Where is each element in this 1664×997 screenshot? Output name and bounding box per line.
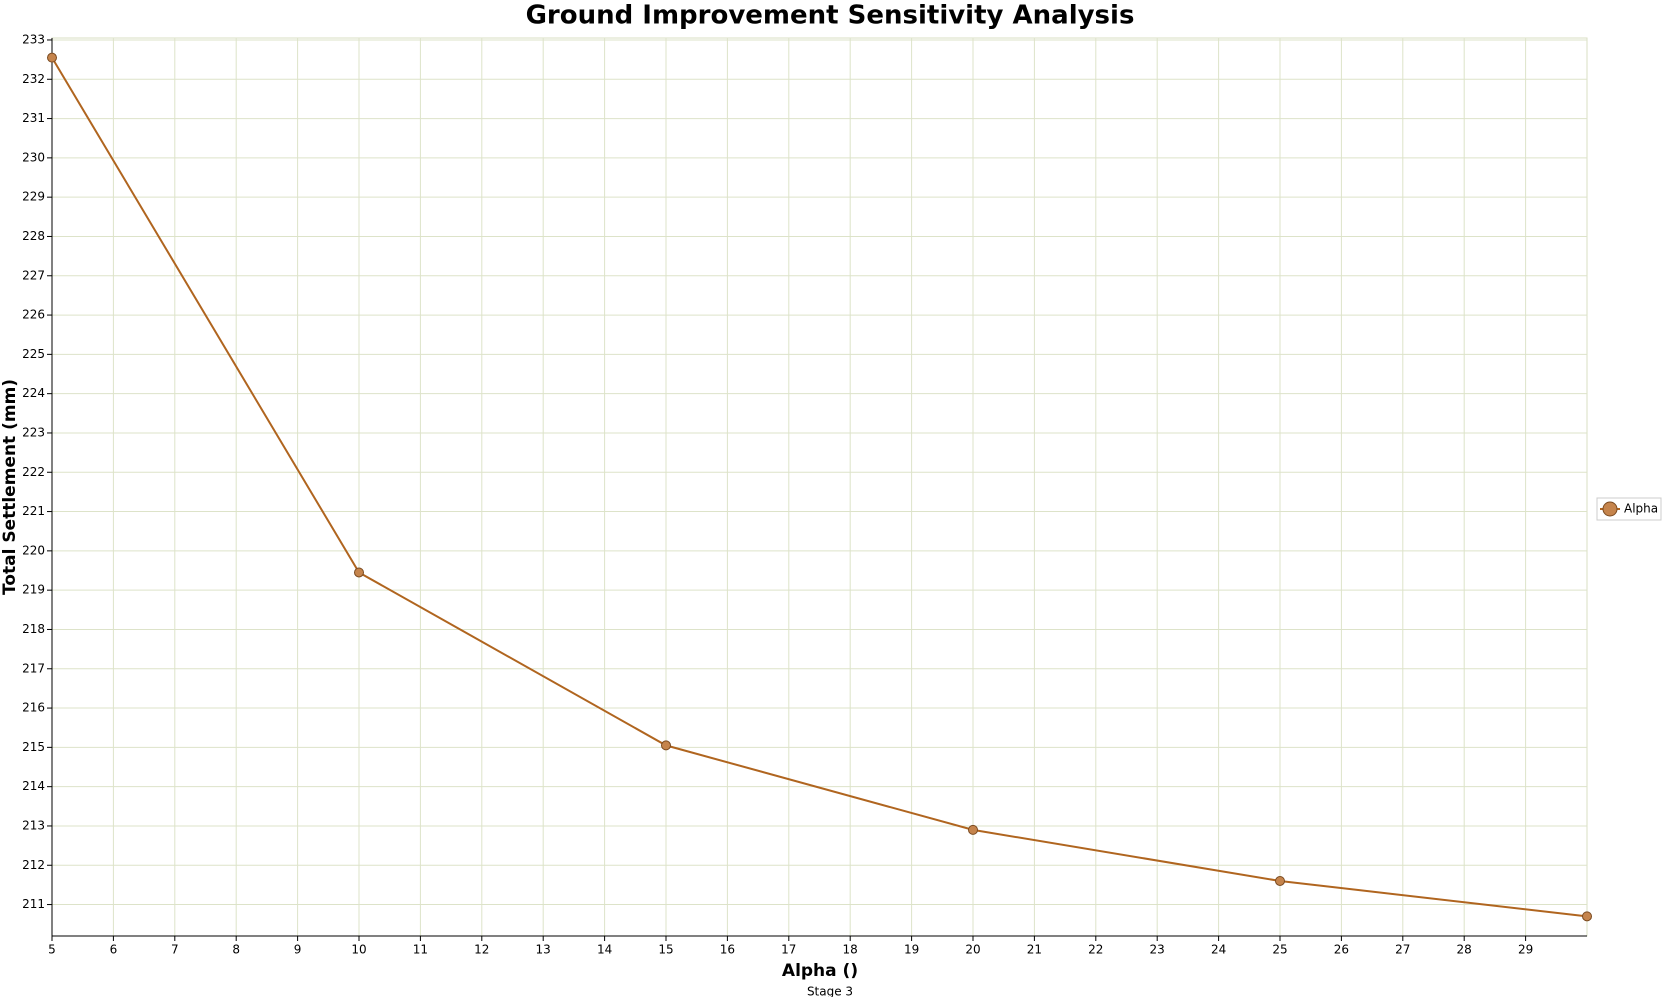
x-tick-label: 14: [597, 943, 612, 957]
y-tick-label: 216: [22, 701, 45, 715]
y-tick-label: 220: [22, 543, 45, 557]
data-point: [47, 52, 57, 63]
y-tick-label: 221: [22, 504, 45, 518]
data-point: [1275, 875, 1285, 886]
x-tick-label: 9: [294, 943, 302, 957]
y-tick-label: 211: [22, 897, 45, 911]
y-tick-label: 233: [22, 32, 45, 46]
y-tick-label: 230: [22, 150, 45, 164]
data-point: [1582, 911, 1592, 922]
y-tick-label: 218: [22, 622, 45, 636]
series-line: [51, 57, 1588, 918]
data-point: [968, 824, 978, 835]
y-tick-label: 227: [22, 268, 45, 282]
x-tick-label: 17: [781, 943, 796, 957]
x-tick-label: 15: [658, 943, 673, 957]
x-tick-label: 12: [474, 943, 489, 957]
x-tick-label: 11: [413, 943, 428, 957]
x-tick-label: 20: [965, 943, 980, 957]
y-tick-label: 231: [22, 111, 45, 125]
y-tick-label: 219: [22, 583, 45, 597]
x-tick-label: 29: [1518, 943, 1533, 957]
x-tick-label: 21: [1027, 943, 1042, 957]
y-tick-label: 215: [22, 740, 45, 754]
data-point: [354, 567, 364, 578]
x-tick-label: 19: [904, 943, 919, 957]
x-tick-label: 24: [1211, 943, 1226, 957]
x-tick-label: 18: [843, 943, 858, 957]
x-tick-label: 23: [1150, 943, 1165, 957]
x-tick-label: 16: [720, 943, 735, 957]
x-tick-label: 13: [536, 943, 551, 957]
y-tick-label: 225: [22, 347, 45, 361]
legend-marker: [1602, 501, 1618, 517]
x-tick-label: 7: [171, 943, 179, 957]
y-tick-label: 232: [22, 72, 45, 86]
x-tick-label: 22: [1088, 943, 1103, 957]
y-tick-label: 212: [22, 858, 45, 872]
y-tick-label: 224: [22, 386, 45, 400]
y-axis-label: Total Settlement (mm): [0, 379, 20, 595]
y-tick-label: 214: [22, 779, 45, 793]
x-tick-label: 28: [1457, 943, 1472, 957]
x-tick-label: 27: [1395, 943, 1410, 957]
y-tick-label: 217: [22, 661, 45, 675]
y-tick-label: 229: [22, 190, 45, 204]
plot-area: [51, 37, 1588, 937]
x-tick-label: 8: [232, 943, 240, 957]
x-tick-label: 10: [351, 943, 366, 957]
y-tick-label: 228: [22, 229, 45, 243]
caption: Stage 3: [807, 985, 853, 997]
x-tick-label: 26: [1334, 943, 1349, 957]
legend-label: Alpha: [1624, 502, 1658, 516]
x-tick-label: 25: [1272, 943, 1287, 957]
x-tick-label: 6: [110, 943, 118, 957]
y-tick-label: 226: [22, 308, 45, 322]
y-tick-label: 222: [22, 465, 45, 479]
y-tick-label: 213: [22, 818, 45, 832]
x-tick-label: 5: [48, 943, 56, 957]
x-axis-label: Alpha (): [782, 961, 858, 981]
chart-title: Ground Improvement Sensitivity Analysis: [526, 1, 1135, 31]
y-tick-label: 223: [22, 425, 45, 439]
data-point: [661, 740, 671, 751]
